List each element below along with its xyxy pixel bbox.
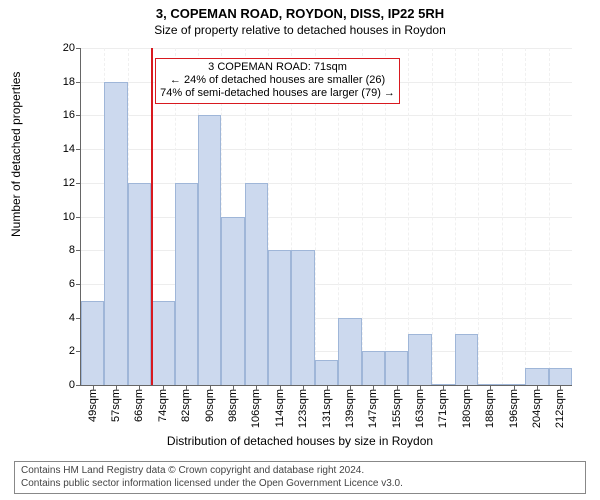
x-tick-label: 131sqm [321, 385, 333, 428]
y-tick-mark [76, 250, 81, 251]
y-tick-mark [76, 217, 81, 218]
x-tick-mark [186, 385, 187, 390]
y-tick-mark [76, 183, 81, 184]
x-tick-mark [373, 385, 374, 390]
histogram-bar [221, 217, 244, 386]
x-tick-label: 74sqm [157, 385, 169, 422]
histogram-bar [362, 351, 385, 385]
x-tick-label: 90sqm [204, 385, 216, 422]
x-tick-mark [93, 385, 94, 390]
histogram-bar [104, 82, 127, 385]
y-tick-mark [76, 48, 81, 49]
x-axis-label: Distribution of detached houses by size … [0, 434, 600, 448]
annotation-line: 74% of semi-detached houses are larger (… [160, 87, 395, 100]
x-tick-label: 98sqm [227, 385, 239, 422]
x-tick-label: 123sqm [297, 385, 309, 428]
histogram-bar [525, 368, 548, 385]
histogram-bar [408, 334, 431, 385]
x-tick-label: 163sqm [414, 385, 426, 428]
x-tick-mark [233, 385, 234, 390]
histogram-bar [385, 351, 408, 385]
histogram-bar [151, 301, 174, 385]
x-tick-label: 212sqm [554, 385, 566, 428]
x-tick-label: 57sqm [110, 385, 122, 422]
x-tick-mark [327, 385, 328, 390]
marker-line [151, 48, 153, 385]
x-tick-mark [490, 385, 491, 390]
histogram-bar [245, 183, 268, 385]
x-tick-label: 196sqm [508, 385, 520, 428]
histogram-bar [175, 183, 198, 385]
histogram-bar [268, 250, 291, 385]
x-tick-mark [350, 385, 351, 390]
histogram-bar [198, 115, 221, 385]
attribution-footer: Contains HM Land Registry data © Crown c… [14, 461, 586, 494]
footer-line-2: Contains public sector information licen… [21, 478, 579, 491]
histogram-bar [455, 334, 478, 385]
x-tick-label: 66sqm [133, 385, 145, 422]
annotation-line: ← 24% of detached houses are smaller (26… [160, 74, 395, 87]
y-tick-mark [76, 149, 81, 150]
x-tick-mark [537, 385, 538, 390]
page-title-line1: 3, COPEMAN ROAD, ROYDON, DISS, IP22 5RH [0, 0, 600, 21]
x-tick-mark [560, 385, 561, 390]
x-tick-mark [139, 385, 140, 390]
plot-area: 3 COPEMAN ROAD: 71sqm← 24% of detached h… [80, 48, 572, 386]
x-tick-mark [420, 385, 421, 390]
histogram-bar [128, 183, 151, 385]
x-tick-label: 114sqm [274, 385, 286, 427]
x-tick-mark [256, 385, 257, 390]
page-title-line2: Size of property relative to detached ho… [0, 21, 600, 37]
x-tick-mark [163, 385, 164, 390]
y-tick-mark [76, 82, 81, 83]
x-tick-label: 155sqm [391, 385, 403, 428]
annotation-line: 3 COPEMAN ROAD: 71sqm [160, 61, 395, 74]
x-tick-mark [514, 385, 515, 390]
x-tick-mark [210, 385, 211, 390]
x-tick-label: 171sqm [437, 385, 449, 428]
x-tick-mark [116, 385, 117, 390]
x-tick-mark [467, 385, 468, 390]
annotation-callout: 3 COPEMAN ROAD: 71sqm← 24% of detached h… [155, 58, 400, 104]
x-tick-label: 188sqm [484, 385, 496, 428]
y-axis-label: Number of detached properties [9, 72, 23, 237]
histogram-bar [338, 318, 361, 385]
x-tick-mark [397, 385, 398, 390]
x-tick-mark [280, 385, 281, 390]
chart-container: 3, COPEMAN ROAD, ROYDON, DISS, IP22 5RH … [0, 0, 600, 500]
footer-line-1: Contains HM Land Registry data © Crown c… [21, 465, 579, 478]
x-tick-label: 147sqm [367, 385, 379, 428]
histogram-bar [291, 250, 314, 385]
y-tick-mark [76, 351, 81, 352]
y-tick-mark [76, 385, 81, 386]
y-tick-mark [76, 284, 81, 285]
histogram-bar [549, 368, 572, 385]
x-tick-label: 180sqm [461, 385, 473, 428]
histogram-bar [315, 360, 338, 385]
y-tick-mark [76, 115, 81, 116]
y-tick-mark [76, 318, 81, 319]
x-tick-mark [443, 385, 444, 390]
chart-area: Number of detached properties 3 COPEMAN … [52, 48, 572, 426]
x-tick-label: 49sqm [87, 385, 99, 422]
histogram-bar [81, 301, 104, 385]
x-tick-label: 204sqm [531, 385, 543, 428]
x-tick-label: 106sqm [250, 385, 262, 428]
x-tick-label: 139sqm [344, 385, 356, 428]
x-tick-label: 82sqm [180, 385, 192, 422]
x-tick-mark [303, 385, 304, 390]
